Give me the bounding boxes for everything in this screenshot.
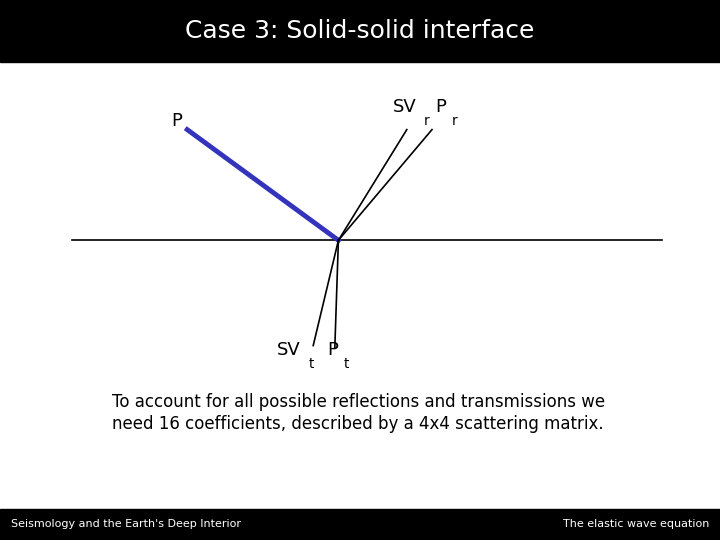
Bar <box>0 0 720 62</box>
Text: t: t <box>343 357 348 371</box>
Text: Seismology and the Earth's Deep Interior: Seismology and the Earth's Deep Interior <box>11 519 240 529</box>
Text: The elastic wave equation: The elastic wave equation <box>563 519 709 529</box>
Text: SV: SV <box>277 341 301 359</box>
Text: r: r <box>424 114 430 128</box>
Text: need 16 coefficients, described by a 4x4 scattering matrix.: need 16 coefficients, described by a 4x4… <box>112 415 603 433</box>
Bar <box>0 509 720 540</box>
Text: To account for all possible reflections and transmissions we: To account for all possible reflections … <box>112 393 605 411</box>
Text: P: P <box>171 112 182 131</box>
Text: t: t <box>309 357 314 371</box>
Text: P: P <box>328 341 338 359</box>
Text: SV: SV <box>392 98 416 116</box>
Text: r: r <box>451 114 457 128</box>
Text: Case 3: Solid-solid interface: Case 3: Solid-solid interface <box>185 19 535 43</box>
Text: P: P <box>436 98 446 116</box>
